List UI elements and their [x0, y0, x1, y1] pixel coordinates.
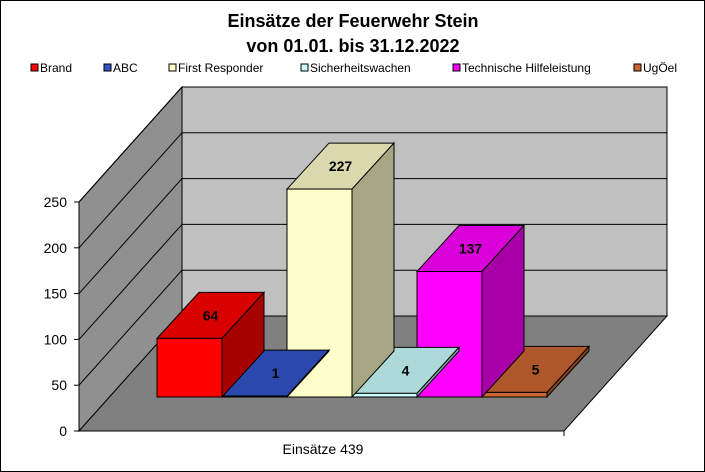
legend-item: Sicherheitswachen [300, 61, 411, 75]
bar-front [156, 337, 223, 398]
data-label: 137 [459, 241, 483, 257]
legend-label: Sicherheitswachen [310, 61, 411, 75]
y-tick-label: 100 [44, 331, 68, 347]
gridline-side [78, 269, 183, 386]
bar [415, 224, 526, 399]
chart-title: Einsätze der Feuerwehr Stein [227, 11, 478, 31]
gridline-side [78, 224, 183, 340]
legend-label: Technische Hilfeleistung [462, 61, 591, 75]
legend-swatch [452, 63, 461, 72]
legend-label: First Responder [178, 61, 263, 75]
legend-swatch [633, 63, 642, 72]
y-tick-label: 200 [44, 240, 68, 256]
legend-label: ABC [113, 61, 138, 75]
data-label: 227 [329, 158, 353, 174]
legend-label: UgÖel [643, 61, 677, 75]
category-label: Einsätze 439 [283, 441, 364, 457]
data-label: 4 [402, 362, 410, 378]
bar [350, 346, 461, 399]
bar-front [221, 395, 288, 398]
bar-front [351, 392, 418, 398]
y-tick-label: 150 [44, 286, 68, 302]
data-label: 5 [532, 361, 540, 377]
bar-front [481, 391, 548, 398]
bar [155, 291, 266, 399]
axes [78, 202, 565, 436]
bar [480, 345, 591, 399]
legend-item: UgÖel [633, 61, 677, 75]
legend-swatch [103, 63, 112, 72]
gridline-side [78, 132, 183, 249]
legend-swatch [300, 63, 309, 72]
gridlines [78, 86, 667, 386]
legend-swatch [30, 63, 39, 72]
chart-subtitle: von 01.01. bis 31.12.2022 [246, 36, 459, 56]
legend: Brand ABC First Responder Sicherheitswachen… [30, 61, 677, 75]
bar [220, 348, 331, 399]
data-labels: 5 137 4 227 1 64 [203, 158, 540, 381]
y-tick-labels: 0 50 100 150 200 250 [44, 194, 79, 439]
y-tick-label: 0 [59, 423, 67, 439]
legend-item: First Responder [168, 61, 263, 75]
bar [285, 141, 396, 399]
legend-item: ABC [103, 61, 138, 75]
legend-label: Brand [40, 61, 72, 75]
gridline-side [78, 178, 183, 294]
legend-item: Technische Hilfeleistung [452, 61, 591, 75]
y-tick-label: 50 [51, 377, 67, 393]
y-tick-label: 250 [44, 194, 68, 210]
legend-swatch [168, 63, 177, 72]
data-label: 64 [203, 307, 219, 323]
bars [155, 141, 591, 399]
legend-item: Brand [30, 61, 72, 75]
gridline-side [78, 86, 183, 203]
data-label: 1 [272, 365, 280, 381]
